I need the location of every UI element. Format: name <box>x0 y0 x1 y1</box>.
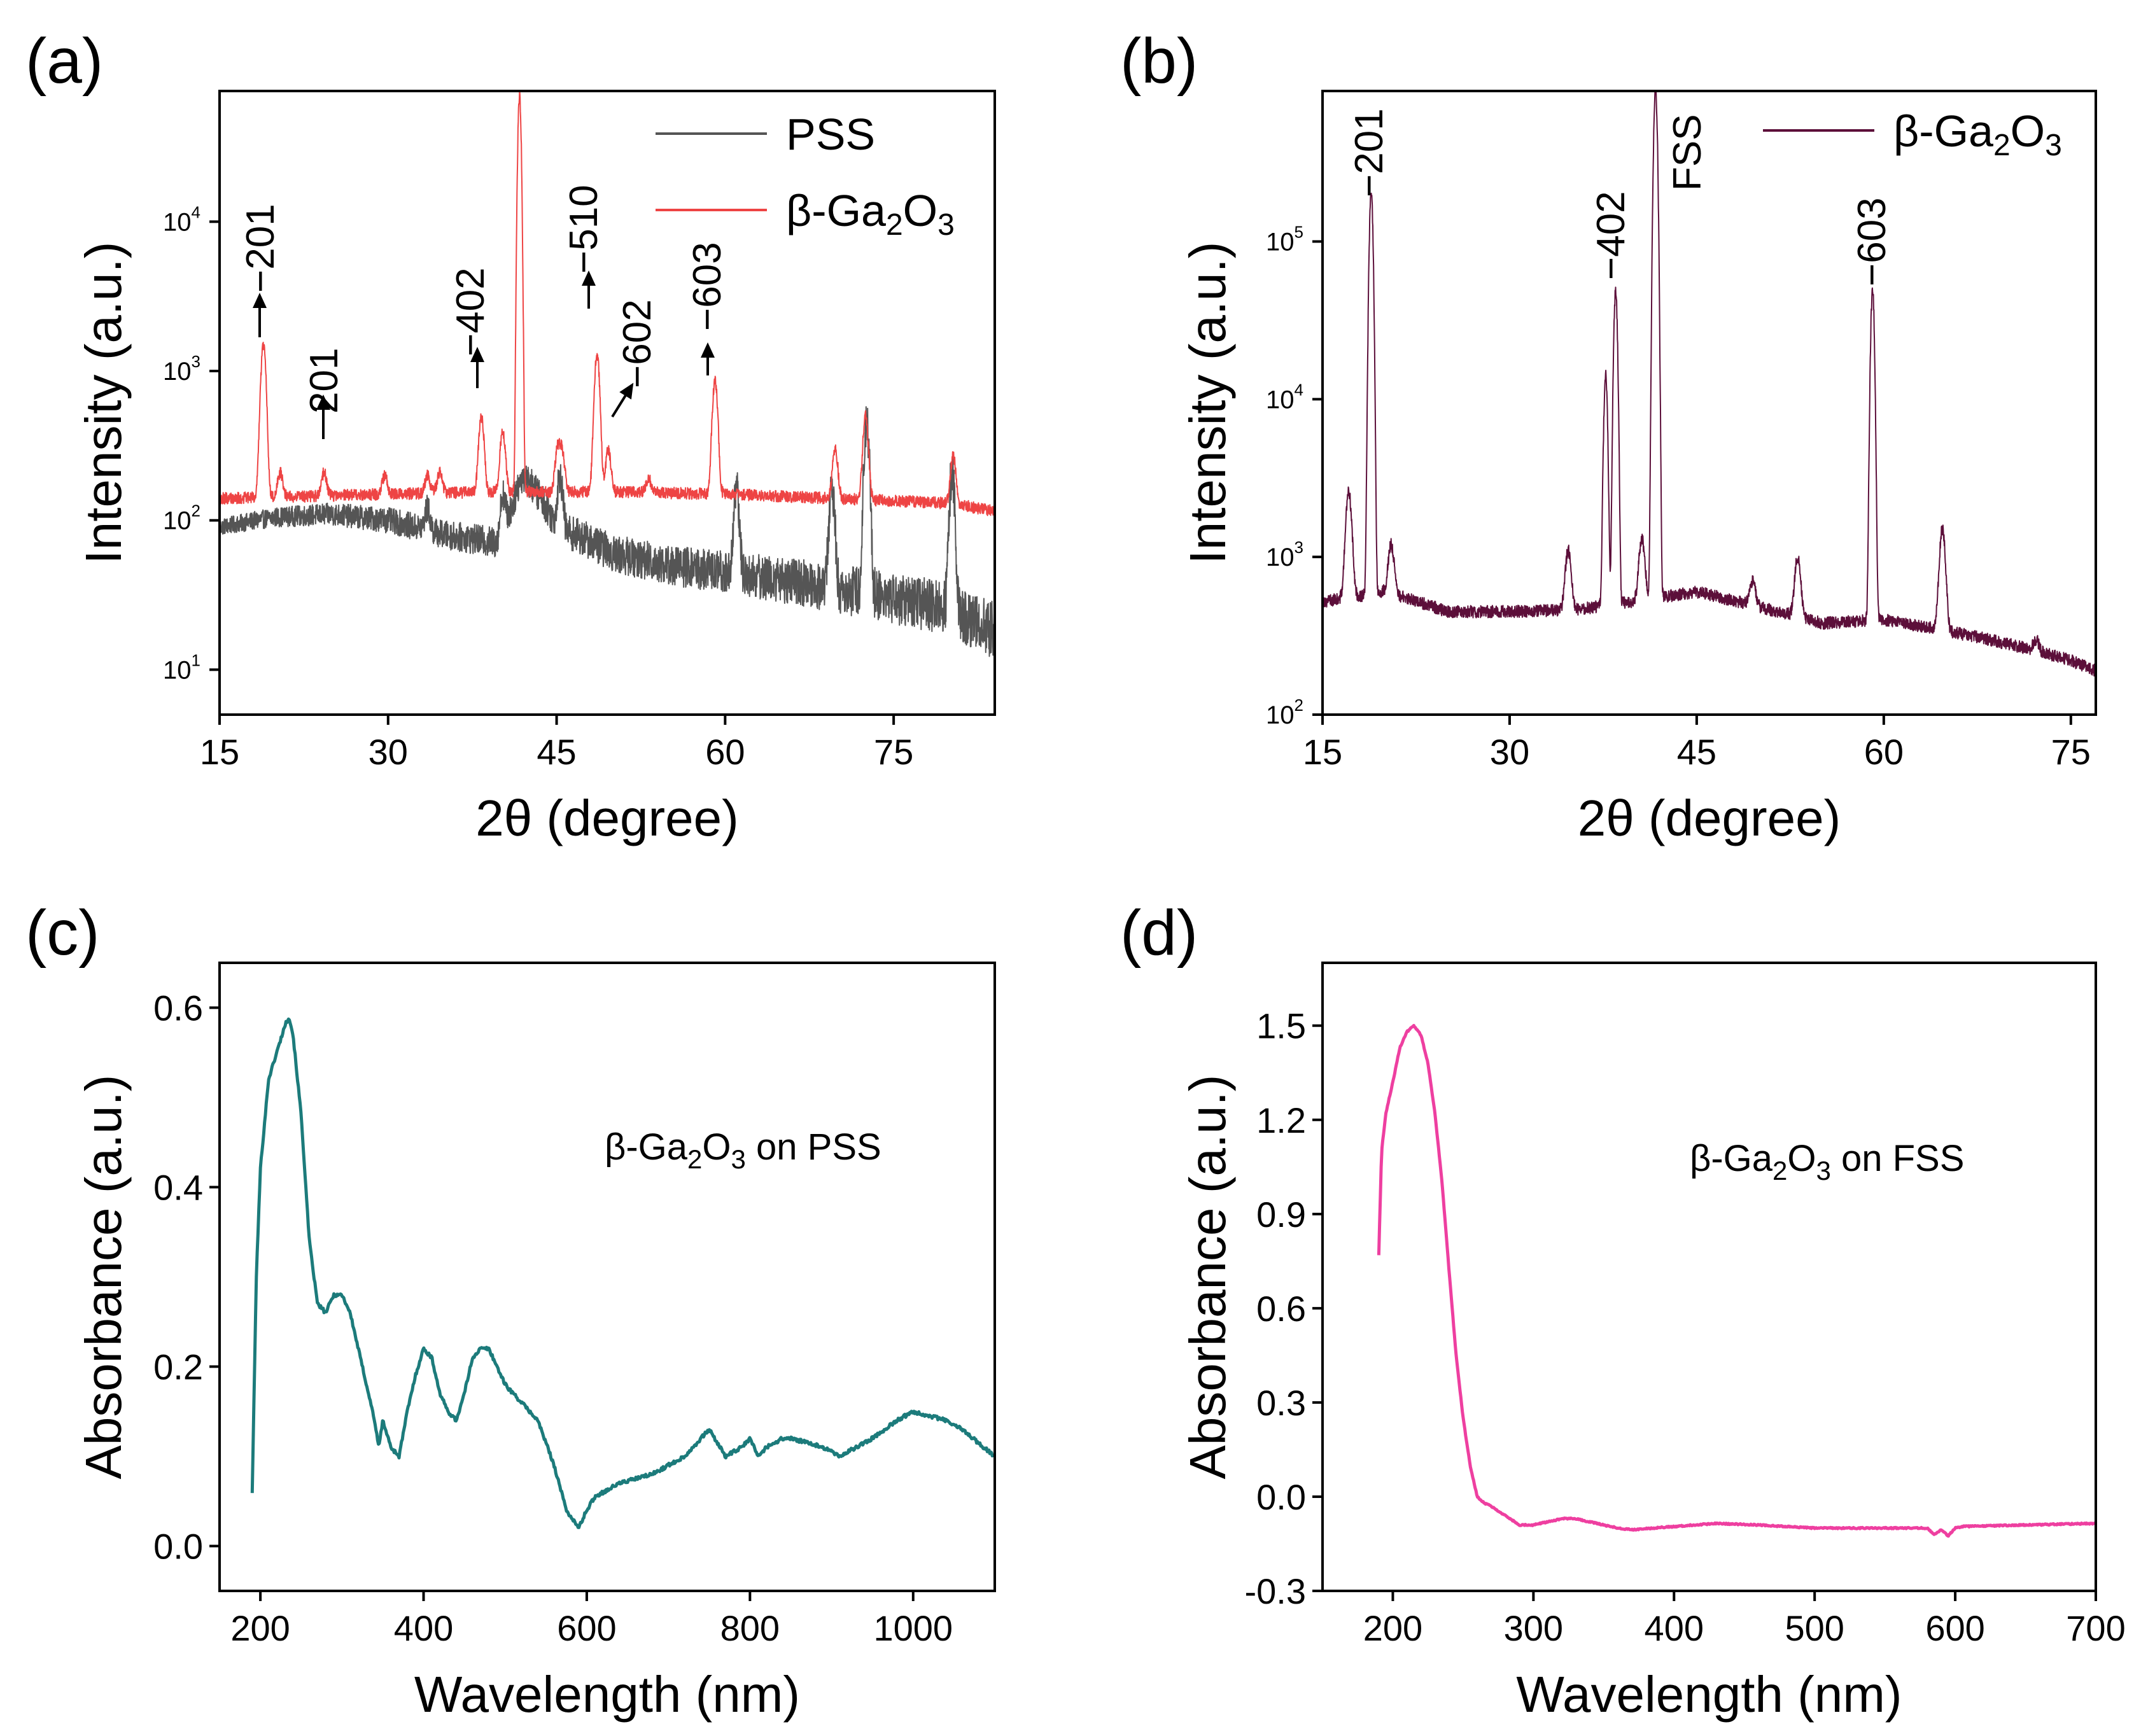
panel-label: (a) <box>25 25 103 97</box>
plot-area <box>250 1017 995 1529</box>
y-axis-title: Absorbance (a.u.) <box>1179 1075 1236 1480</box>
y-tick-label: 0.2 <box>153 1347 203 1387</box>
y-tick-label: 0.0 <box>1256 1477 1306 1517</box>
x-tick-label: 300 <box>1504 1608 1563 1648</box>
arrow-head <box>253 293 267 308</box>
arrow-head <box>582 270 596 286</box>
axes-frame <box>218 90 996 716</box>
y-tick-label: -0.3 <box>1245 1571 1307 1611</box>
x-tick-label: 200 <box>1363 1608 1422 1648</box>
panel-label: (c) <box>25 897 100 969</box>
x-tick-label: 15 <box>200 732 239 772</box>
peak-label: −201 <box>1347 108 1391 197</box>
x-tick-label: 30 <box>369 732 408 772</box>
plot-area <box>1377 1024 2096 1538</box>
x-tick-label: 400 <box>1645 1608 1704 1648</box>
chart-panel-b: (b) 15 30 45 60 75 102 103 104 105 2θ (degree) Inte… <box>1120 25 2097 846</box>
x-tick-label: 1000 <box>874 1608 953 1648</box>
x-tick-label: 700 <box>2066 1608 2125 1648</box>
y-axis-title: Absorbance (a.u.) <box>75 1075 132 1480</box>
arrow-head <box>619 382 634 400</box>
x-tick-label: 60 <box>1864 732 1904 772</box>
chart-panel-c: (c) 200 400 600 800 1000 0.0 0.2 0.4 0.6 Wavelengt… <box>25 897 996 1723</box>
x-tick-label: 60 <box>705 732 745 772</box>
y-tick-label: 104 <box>163 202 200 236</box>
peak-label: −603 <box>1850 197 1894 286</box>
y-tick-label: 104 <box>1266 380 1303 414</box>
chart-panel-d: (d) 200 300 400 500 600 700 -0.3 0.0 0.3 0.6 0.9 1.2… <box>1120 897 2126 1723</box>
series-line-0 <box>220 406 995 657</box>
axes-frame <box>218 962 996 1592</box>
peak-label: −602 <box>615 299 659 388</box>
x-tick-label: 600 <box>1925 1608 1984 1648</box>
x-axis-title: Wavelength (nm) <box>414 1666 800 1723</box>
y-tick-label: 103 <box>1266 538 1303 571</box>
y-tick-label: 105 <box>1266 222 1303 256</box>
x-tick-label: 200 <box>230 1608 290 1648</box>
x-tick-label: 30 <box>1490 732 1529 772</box>
x-tick-label: 400 <box>394 1608 453 1648</box>
arrow-head <box>470 347 484 362</box>
plot-area <box>220 91 995 657</box>
y-tick-label: 0.6 <box>1256 1289 1306 1329</box>
x-tick-label: 45 <box>1677 732 1716 772</box>
x-axis-title: Wavelength (nm) <box>1516 1666 1902 1723</box>
x-tick-label: 800 <box>720 1608 780 1648</box>
y-tick-label: 0.6 <box>153 988 203 1028</box>
arrow-head <box>701 342 715 358</box>
series-line-1 <box>220 91 995 517</box>
sample-label: β-Ga2O3 on PSS <box>605 1126 881 1174</box>
y-tick-label: 0.3 <box>1256 1383 1306 1423</box>
peak-label: −510 <box>562 185 606 274</box>
y-tick-label: 1.5 <box>1256 1006 1306 1046</box>
y-axis-title: Intensity (a.u.) <box>1179 242 1236 564</box>
peak-label: −402 <box>449 267 493 356</box>
peak-label: −402 <box>1589 191 1633 280</box>
y-tick-label: 0.9 <box>1256 1194 1306 1235</box>
arrow-head <box>316 395 330 410</box>
peak-label: −201 <box>239 204 283 293</box>
y-tick-label: 103 <box>163 352 200 386</box>
y-tick-label: 1.2 <box>1256 1100 1306 1140</box>
panel-label: (d) <box>1120 897 1198 969</box>
plot-area <box>1323 91 2096 677</box>
x-tick-label: 600 <box>557 1608 616 1648</box>
x-tick-label: 15 <box>1303 732 1342 772</box>
x-tick-label: 75 <box>874 732 913 772</box>
y-tick-label: 0.0 <box>153 1527 203 1567</box>
y-tick-label: 102 <box>1266 696 1303 729</box>
series-line-0 <box>1323 91 2096 677</box>
y-tick-label: 102 <box>163 501 200 535</box>
legend-entry: β-Ga2O3 <box>1893 106 2062 162</box>
series-line-0 <box>1377 1024 2096 1538</box>
y-tick-label: 101 <box>163 650 200 684</box>
axes-frame <box>1321 962 2097 1592</box>
x-tick-label: 75 <box>2051 732 2091 772</box>
y-tick-label: 0.4 <box>153 1168 203 1208</box>
x-tick-label: 45 <box>537 732 576 772</box>
series-line-0 <box>250 1017 995 1529</box>
x-tick-label: 500 <box>1785 1608 1844 1648</box>
panel-label: (b) <box>1120 25 1198 97</box>
legend-entry: β-Ga2O3 <box>786 186 955 242</box>
legend-entry: PSS <box>786 109 875 159</box>
x-axis-title: 2θ (degree) <box>475 790 739 846</box>
peak-label: FSS <box>1666 114 1709 191</box>
axes-frame <box>1321 90 2097 716</box>
chart-panel-a: (a) 15 30 45 60 75 101 102 103 104 2θ (degree) Inte… <box>25 25 996 846</box>
peak-label: −603 <box>685 242 729 331</box>
y-axis-title: Intensity (a.u.) <box>75 242 132 564</box>
x-axis-title: 2θ (degree) <box>1578 790 1841 846</box>
sample-label: β-Ga2O3 on FSS <box>1690 1138 1964 1186</box>
